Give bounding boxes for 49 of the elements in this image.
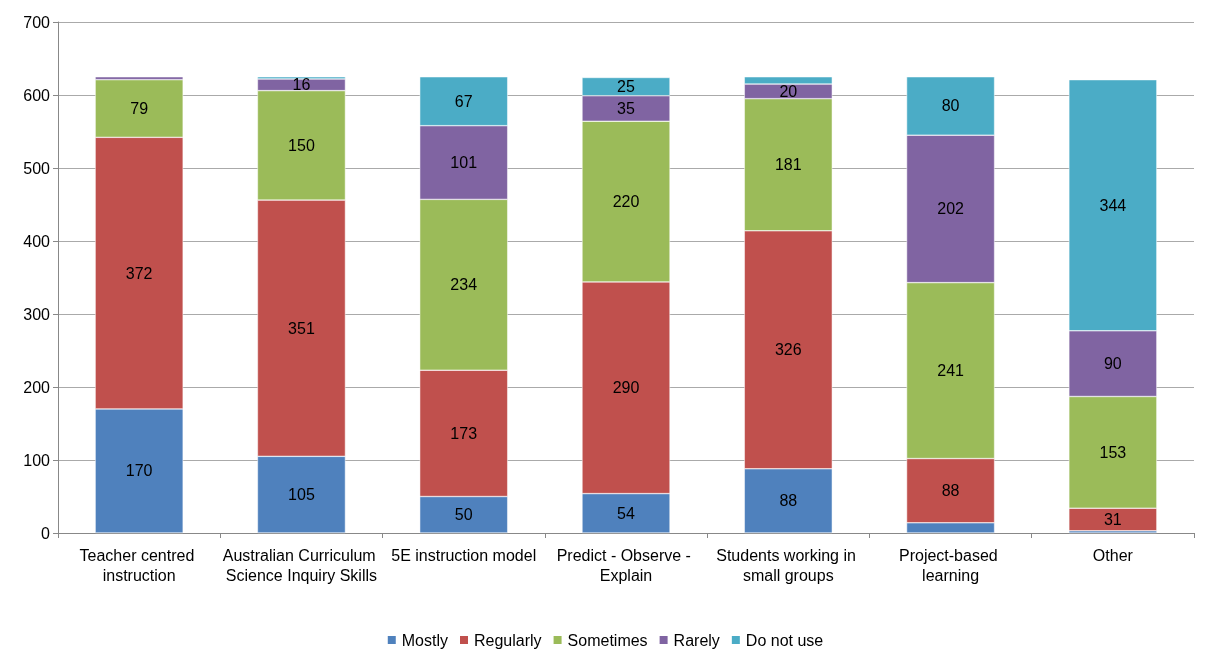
data-label: 241	[937, 362, 965, 380]
y-tick-label: 500	[23, 159, 51, 177]
x-tick-label: Predict - Observe - Explain	[556, 546, 696, 584]
legend-label: Sometimes	[567, 631, 648, 649]
data-label: 54	[617, 504, 635, 522]
y-tick-label: 700	[23, 13, 51, 31]
data-label: 88	[941, 482, 960, 500]
data-label: 170	[125, 462, 153, 480]
data-label: 105	[288, 486, 315, 504]
data-label: 80	[941, 97, 960, 115]
y-tick-label: 200	[23, 378, 51, 396]
data-label: 31	[1103, 510, 1122, 528]
data-label: 150	[288, 136, 315, 154]
data-label: 79	[130, 100, 149, 117]
data-label: 16	[292, 76, 311, 94]
data-label: 153	[1099, 443, 1127, 461]
data-label: 67	[454, 92, 473, 110]
data-label: 344	[1099, 196, 1127, 214]
data-label: 101	[450, 154, 478, 172]
data-label: 220	[612, 193, 640, 211]
x-tick-label: 5E instruction model	[391, 546, 537, 564]
legend-label: Rarely	[673, 631, 720, 649]
data-label: 202	[937, 200, 965, 218]
data-label: 351	[288, 319, 315, 337]
legend-label: Do not use	[745, 631, 824, 649]
y-tick-label: 600	[23, 86, 51, 104]
legend-label: Mostly	[401, 631, 449, 649]
x-tick-label: Students working in small groups	[716, 546, 861, 584]
y-tick-label: 100	[23, 451, 51, 469]
data-label: 173	[450, 424, 478, 442]
x-tick-label: Project-based learning	[898, 546, 1003, 584]
data-label: 181	[774, 156, 802, 174]
data-label: 88	[779, 492, 798, 510]
data-label: 50	[454, 506, 473, 524]
data-label: 372	[125, 264, 153, 282]
x-tick-label: Australian Curriculum Science Inquiry Skills	[222, 546, 381, 584]
data-label: 25	[617, 78, 635, 96]
x-tick-label: Teacher centred instruction	[79, 546, 199, 584]
x-tick-label: Other	[1092, 546, 1134, 564]
y-tick-label: 0	[41, 524, 51, 542]
data-label: 20	[779, 82, 798, 100]
legend-label: Regularly	[474, 631, 542, 649]
y-tick-label: 400	[23, 232, 51, 250]
y-tick-label: 300	[23, 305, 51, 323]
data-label: 90	[1103, 355, 1122, 373]
data-label: 290	[612, 379, 640, 397]
data-label: 35	[617, 100, 635, 117]
data-label: 234	[450, 276, 478, 294]
data-label: 326	[774, 341, 802, 359]
